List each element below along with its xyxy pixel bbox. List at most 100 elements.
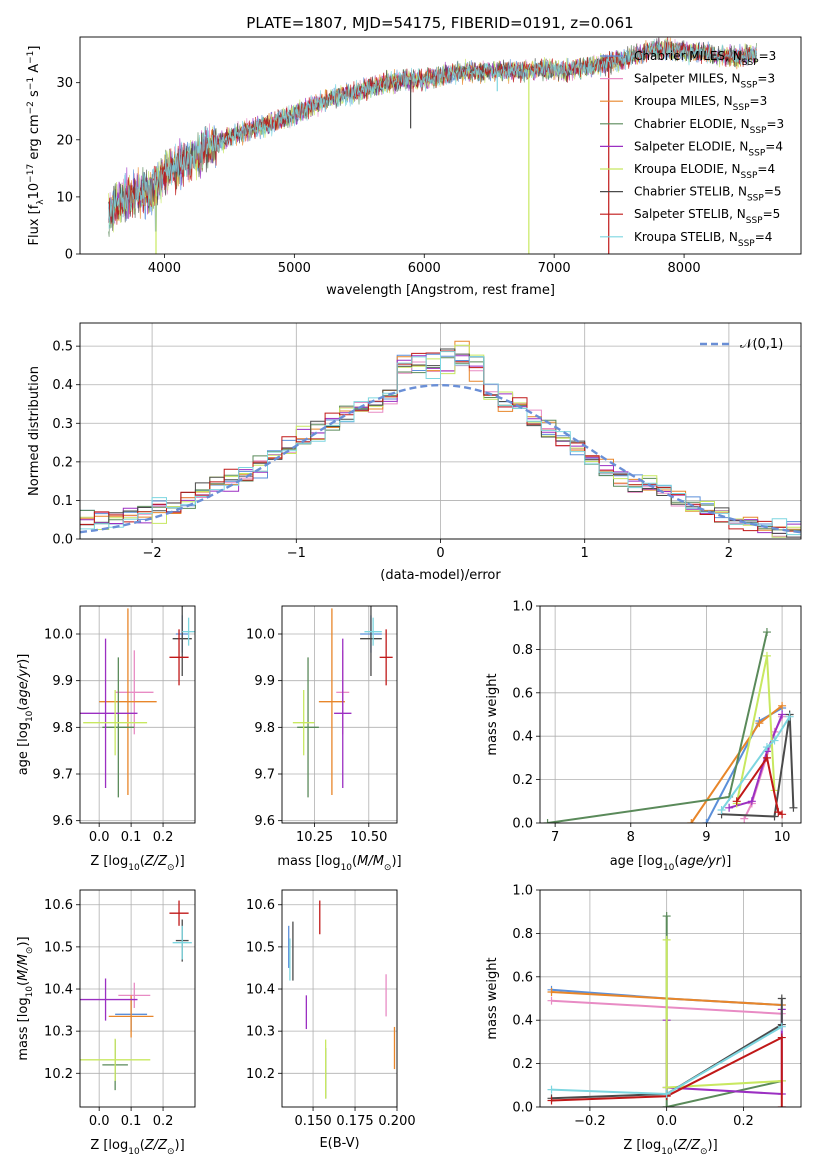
x-axis-label: wavelength [Angstrom, rest frame] <box>326 283 555 298</box>
errorbar-point-kroupa-miles <box>108 995 154 1038</box>
axes: 0.150 0.175 0.200 10.2 10.3 10.4 10.5 10.6 E(B-V… <box>246 889 416 1151</box>
data-marks <box>543 628 798 823</box>
legend-entry: Salpeter MILES, NSSP=3 <box>634 72 775 91</box>
series-marker <box>778 710 787 719</box>
series-line <box>551 1035 783 1107</box>
y-tick-label: 0.4 <box>512 1014 533 1029</box>
legend-entry: Kroupa STELIB, NSSP=4 <box>634 230 772 249</box>
y-tick-label: 1.0 <box>512 600 533 615</box>
series-marker <box>762 743 771 752</box>
x-axis-label: Z [log10(Z/Z⊙)] <box>90 1138 184 1157</box>
x-tick-label: 8 <box>627 830 635 845</box>
x-tick-label: 0.1 <box>121 1114 142 1129</box>
y-tick-label: 10.2 <box>44 1067 73 1082</box>
y-tick-label: 0.2 <box>512 773 533 788</box>
legend-entry: Salpeter ELODIE, NSSP=4 <box>634 139 783 158</box>
errorbar-point-salpeter-stelib <box>169 629 189 686</box>
x-tick-label: 7 <box>551 830 559 845</box>
series-marker <box>777 1103 786 1107</box>
x-tick-label: 8000 <box>668 261 701 276</box>
data-marks <box>288 900 396 1099</box>
x-tick-label: 0 <box>436 546 444 561</box>
x-tick-label: 0.2 <box>153 1114 174 1129</box>
y-tick-label: 0.1 <box>52 494 73 509</box>
legend-entry: Kroupa MILES, NSSP=3 <box>634 94 767 113</box>
series-marker <box>725 803 734 812</box>
plot-frame <box>281 889 398 1108</box>
y-tick-label: 10.6 <box>44 898 73 913</box>
series-marker <box>547 987 556 996</box>
errorbar-point-salpeter-elodie <box>334 638 352 788</box>
y-tick-label: 9.8 <box>52 721 73 736</box>
x-tick-label: 0.0 <box>89 830 110 845</box>
y-tick-label: 10.6 <box>246 898 275 913</box>
series-marker <box>547 996 556 1005</box>
y-tick-label: 0.2 <box>512 1057 533 1072</box>
series-marker <box>770 736 779 745</box>
axes: 4000 5000 6000 7000 8000 0 10 20 30 wavelength [A… <box>26 36 802 298</box>
legend: Chabrier MILES, NSSP=3 Salpeter MILES, NS… <box>600 49 784 249</box>
x-tick-label: 0.0 <box>656 1114 677 1129</box>
errorbar-point-kroupa-stelib <box>364 617 382 646</box>
y-tick-label: 10.4 <box>246 983 275 998</box>
errorbar-point-chabrier-elodie <box>102 657 135 798</box>
series-kroupa-miles <box>687 701 787 823</box>
legend-entry: Kroupa ELODIE, NSSP=4 <box>634 162 775 181</box>
y-tick-label: 10.0 <box>246 628 275 643</box>
figure-title: PLATE=1807, MJD=54175, FIBERID=0191, z=0… <box>246 14 633 32</box>
legend-entry: Chabrier STELIB, NSSP=5 <box>634 185 782 204</box>
x-tick-label: 10.50 <box>350 830 387 845</box>
y-tick-label: 0.0 <box>512 817 533 832</box>
x-tick-label: 0.0 <box>89 1114 110 1129</box>
errorbar-point-salpeter-miles <box>118 982 151 1008</box>
errorbar-point-kroupa-stelib <box>172 925 192 960</box>
series-marker <box>762 628 771 637</box>
x-tick-label: −1 <box>287 546 306 561</box>
y-tick-label: 0.6 <box>512 686 533 701</box>
y-axis-label: Flux [fλ10−17 erg cm−2 s−1 A−1] <box>26 46 46 246</box>
grid-lines <box>282 890 398 1107</box>
series-marker <box>662 1103 671 1107</box>
axes: 0.0 0.1 0.2 10.2 10.3 10.4 10.5 10.6 Z [log10(Z/… <box>16 889 196 1157</box>
data-marks <box>80 340 801 539</box>
series-marker <box>547 1085 556 1094</box>
series-marker <box>777 1022 786 1031</box>
chart-age_vs_mass: 10.25 10.50 9.6 9.7 9.8 9.9 10.0 mass [log10(M/… <box>246 605 402 873</box>
y-tick-label: 10.2 <box>246 1067 275 1082</box>
x-tick-label: 0.2 <box>153 830 174 845</box>
x-tick-label: 7000 <box>538 261 571 276</box>
axes: 0.0 0.1 0.2 9.6 9.7 9.8 9.9 10.0 Z [log10(Z/Z⊙)]… <box>16 605 196 873</box>
errorbar-point-chabrier-elodie <box>297 657 319 798</box>
y-axis-label: mass weight <box>485 673 500 755</box>
series-marker <box>543 819 552 823</box>
axes: −2 −1 0 1 2 0.0 0.1 0.2 0.3 0.4 0.5 𝒩(0,1) (data-mod… <box>27 322 802 583</box>
data-marks <box>80 900 192 1091</box>
legend-entry: Chabrier MILES, NSSP=3 <box>634 49 776 68</box>
plot-frame <box>79 322 802 540</box>
series-line <box>721 714 795 818</box>
series-marker <box>777 994 786 1003</box>
series-marker <box>717 805 726 814</box>
x-tick-label: 2 <box>725 546 733 561</box>
chart-spectrum: 4000 5000 6000 7000 8000 0 10 20 30 wavelength [A… <box>26 36 802 298</box>
x-tick-label: 10 <box>774 830 791 845</box>
axes: 10.25 10.50 9.6 9.7 9.8 9.9 10.0 mass [log10(M/… <box>246 605 402 873</box>
y-tick-label: 20 <box>56 133 73 148</box>
errorbar-point-kroupa-stelib <box>182 617 195 646</box>
series-marker <box>778 810 787 819</box>
legend-entry: 𝒩(0,1) <box>740 337 783 352</box>
series-marker <box>662 1089 671 1098</box>
axes: 7 8 9 10 0.0 0.2 0.4 0.6 0.8 1.0 age [log10(age/yr… <box>485 600 802 873</box>
data-marks <box>80 606 195 798</box>
x-tick-label: 0.175 <box>336 1114 373 1129</box>
legend-entry: Chabrier ELODIE, NSSP=3 <box>634 117 784 136</box>
plot-frame <box>79 36 802 255</box>
y-axis-label: Normed distribution <box>27 366 42 496</box>
series-marker <box>762 651 771 660</box>
x-axis-label: Z [log10(Z/Z⊙)] <box>90 854 184 873</box>
errorbar-point-kroupa-elodie <box>83 690 148 756</box>
series-salpeter-elodie <box>725 710 787 812</box>
legend-entry: Salpeter STELIB, NSSP=5 <box>634 207 780 226</box>
series-marker <box>662 935 671 944</box>
